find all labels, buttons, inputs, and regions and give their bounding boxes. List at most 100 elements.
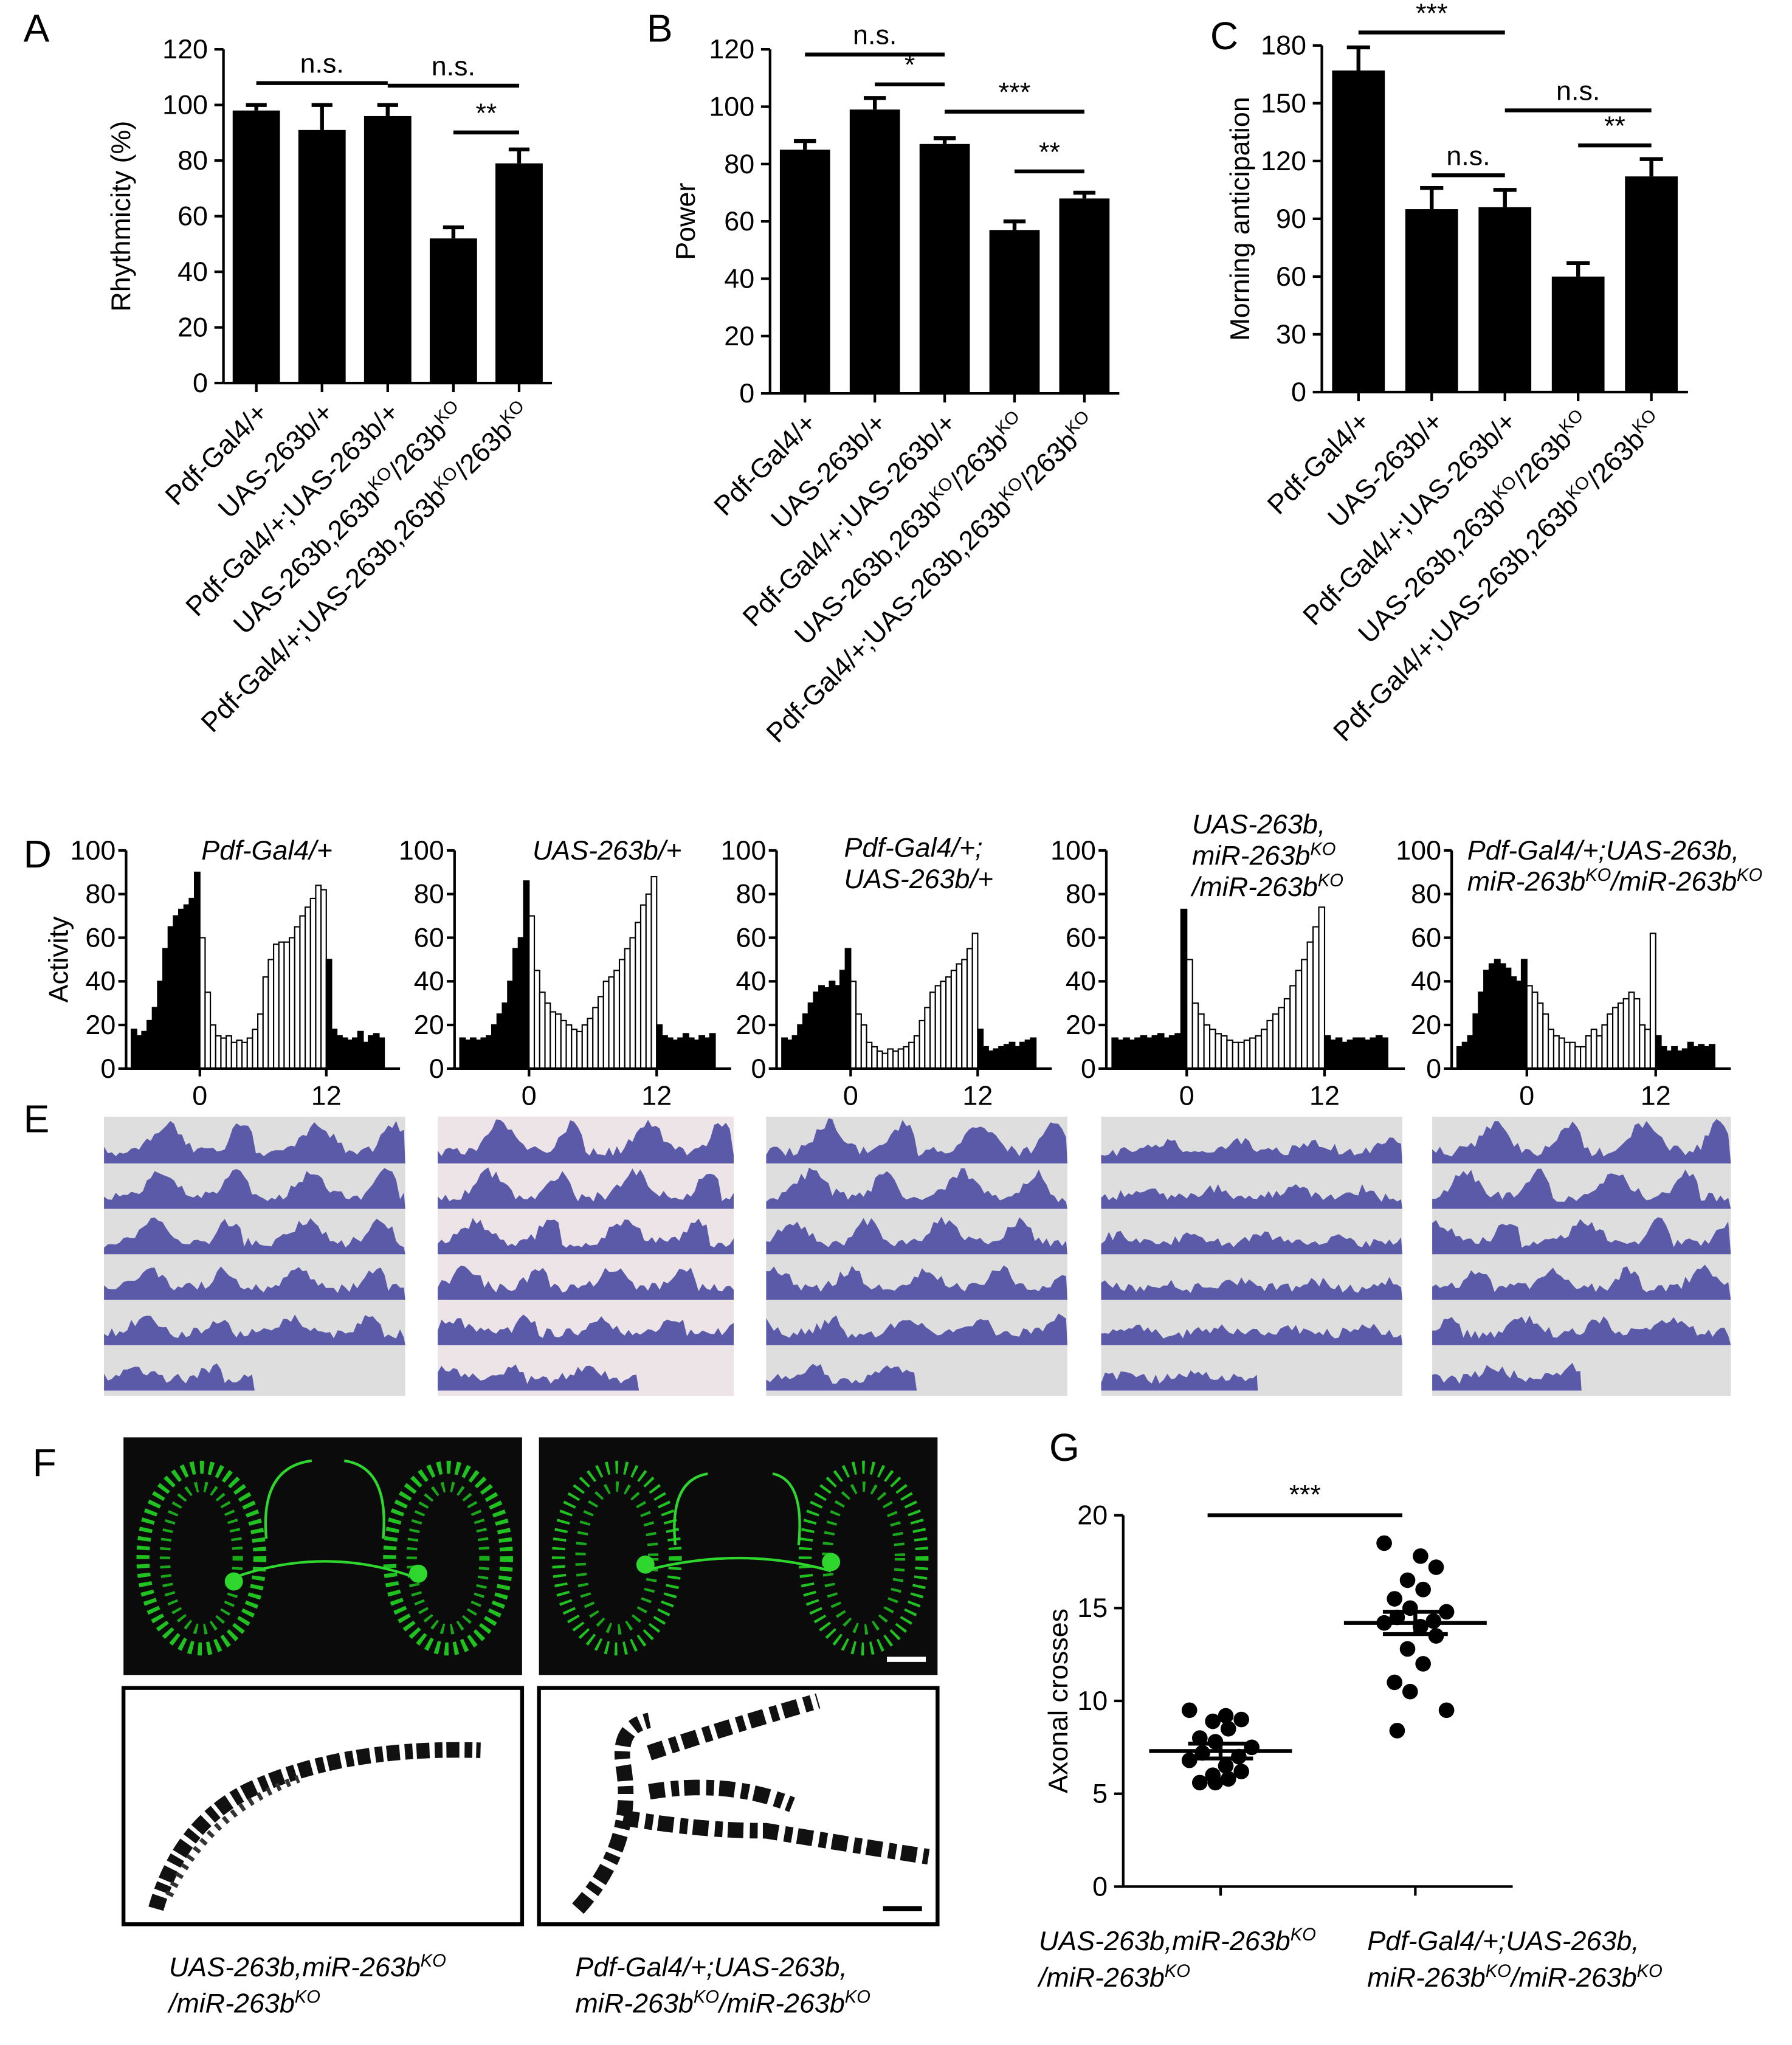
activity-bar	[797, 1024, 804, 1069]
y-axis-label: Power	[670, 183, 701, 260]
activity-bar	[576, 1030, 583, 1069]
activity-bar	[246, 1037, 253, 1069]
activity-bar	[331, 1029, 338, 1069]
y-tick-label: 60	[1066, 922, 1096, 953]
panel-label: D	[24, 832, 52, 876]
activity-bar	[1186, 959, 1193, 1069]
data-point	[1399, 1641, 1416, 1657]
activity-bar	[1601, 1024, 1608, 1069]
bar	[919, 143, 970, 394]
activity-bar	[1472, 1013, 1480, 1069]
activity-bar	[913, 1035, 920, 1069]
x-tick-label: 12	[641, 1080, 672, 1111]
y-tick-label: 0	[1291, 376, 1306, 407]
data-point	[1399, 1572, 1416, 1588]
text-segment: miR-263b	[1192, 840, 1310, 871]
actogram-trace	[104, 1314, 405, 1345]
activity-bar	[629, 937, 636, 1069]
y-axis-label: Axonal crosses	[1042, 1609, 1073, 1793]
activity-bar	[1220, 1035, 1228, 1069]
data-point	[1220, 1720, 1236, 1737]
activity-bar	[320, 889, 327, 1069]
activity-bar	[325, 959, 333, 1069]
y-tick-label: 80	[724, 148, 754, 179]
activity-bar	[1510, 976, 1517, 1069]
activity-bar	[362, 1041, 370, 1069]
activity-bar	[1278, 1007, 1285, 1069]
activity-bar	[1226, 1040, 1233, 1069]
y-tick-label: 20	[414, 1009, 444, 1040]
activity-bar	[982, 1046, 989, 1069]
text-segment: Pdf-Gal4/+;UAS-263b,	[1367, 1925, 1639, 1956]
activity-bar	[807, 1002, 815, 1069]
activity-bar	[1628, 991, 1635, 1069]
significance-label: *	[905, 49, 915, 80]
activity-bar	[571, 1029, 578, 1069]
activity-bar	[550, 1011, 557, 1069]
text-segment: KO	[1310, 840, 1335, 859]
y-tick-label: 80	[1066, 878, 1096, 909]
y-tick-label: 20	[177, 312, 208, 343]
text-segment: /miR-263b	[1037, 1962, 1165, 1993]
activity-bar	[666, 1037, 674, 1069]
activity-bar	[199, 937, 206, 1069]
activity-bar	[998, 1046, 1005, 1069]
activity-bar	[1612, 1007, 1619, 1069]
activity-bar	[1478, 991, 1485, 1069]
y-tick-label: 180	[1261, 30, 1306, 61]
activity-bar	[136, 1035, 143, 1069]
activity-bar	[1708, 1044, 1715, 1069]
y-tick-label: 60	[85, 922, 115, 953]
y-tick-label: 20	[736, 1009, 767, 1040]
actogram-trace	[438, 1265, 734, 1300]
activity-bar	[378, 1037, 385, 1069]
activity-bar	[1692, 1046, 1700, 1069]
activity-bar	[357, 1030, 364, 1069]
text-line: UAS-263b/+	[532, 835, 682, 866]
activity-bar	[1249, 1037, 1256, 1069]
series-title: UAS-263b/+	[532, 835, 682, 866]
activity-bar	[1283, 998, 1291, 1069]
text-segment: KO	[421, 1951, 446, 1971]
text-segment: UAS-263b,miR-263b	[1039, 1925, 1291, 1956]
activity-bar	[173, 915, 180, 1069]
activity-bar	[956, 963, 963, 1069]
activity-bar	[273, 943, 280, 1069]
activity-bar	[1569, 1041, 1576, 1069]
bar	[1551, 276, 1605, 393]
actogram-trace	[1432, 1168, 1731, 1209]
data-point	[1191, 1774, 1208, 1791]
activity-bar	[1622, 998, 1630, 1069]
actogram-trace	[1101, 1323, 1402, 1345]
activity-bar	[305, 906, 311, 1069]
activity-bar	[1117, 1040, 1125, 1069]
activity-bar	[1174, 1033, 1182, 1069]
activity-bar	[1232, 1041, 1239, 1069]
data-point	[1233, 1764, 1249, 1779]
text-line: UAS-263b,miR-263bKO	[1039, 1925, 1316, 1956]
activity-bar	[1461, 1041, 1469, 1069]
text-segment: KO	[1291, 1925, 1316, 1945]
y-tick-label: 0	[1081, 1053, 1096, 1084]
activity-bar	[781, 1037, 788, 1069]
y-tick-label: 150	[1261, 88, 1306, 119]
text-segment: /miR-263b	[1609, 866, 1737, 897]
y-tick-label: 80	[177, 145, 208, 176]
image-caption: Pdf-Gal4/+;UAS-263b, miR-263bKO/miR-263bK…	[575, 1951, 870, 2019]
activity-bar	[1134, 1037, 1142, 1069]
activity-bar	[204, 991, 212, 1069]
activity-bar	[709, 1033, 716, 1069]
activity-bar	[1644, 1029, 1651, 1069]
text-segment: Pdf-Gal4/+;UAS-263b,	[1467, 835, 1739, 866]
actogram-trace	[438, 1364, 639, 1391]
activity-bar	[1318, 906, 1326, 1069]
y-tick-label: 0	[751, 1053, 766, 1084]
y-tick-label: 80	[414, 878, 444, 909]
activity-bar	[1341, 1041, 1348, 1069]
y-tick-label: 100	[721, 835, 767, 866]
activity-bar	[829, 981, 836, 1069]
actogram-trace	[104, 1121, 405, 1164]
activity-bar	[786, 1040, 793, 1069]
y-tick-label: 0	[429, 1053, 444, 1084]
activity-bar	[267, 959, 275, 1069]
